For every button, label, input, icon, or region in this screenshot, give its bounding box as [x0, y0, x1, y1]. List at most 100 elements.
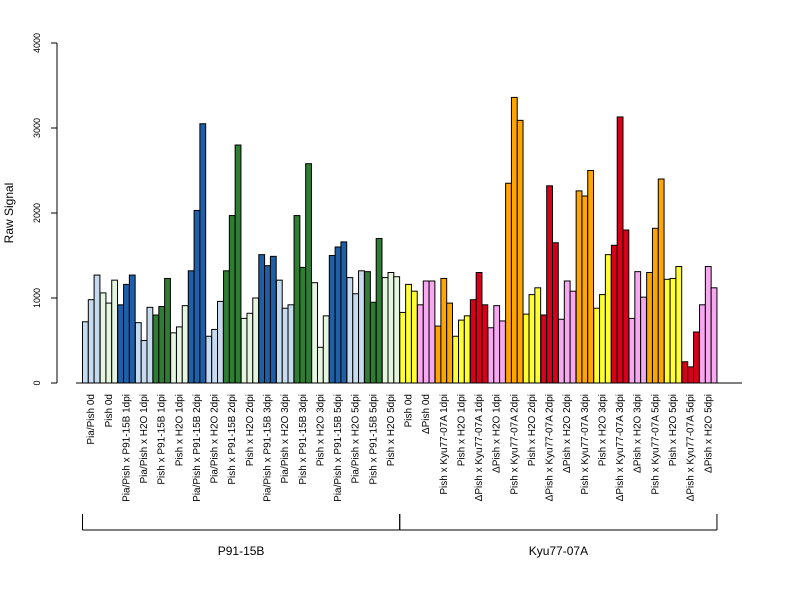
- bar: [634, 271, 642, 384]
- bar: [546, 185, 553, 384]
- bar: [410, 290, 418, 384]
- bar: [358, 270, 365, 384]
- bar: [128, 274, 136, 384]
- x-tick-label: Pish x P91-15B 1dpi: [157, 394, 168, 485]
- bar: [593, 307, 601, 384]
- bar: [681, 361, 689, 384]
- bar: [117, 304, 125, 384]
- bar: [146, 306, 154, 384]
- bar: [211, 328, 219, 384]
- x-tick-label: Pia/Pish x P91-15B 5dpi: [333, 394, 344, 502]
- bar: [710, 287, 718, 384]
- x-tick-label: Pish x Kyu77-07A 2dpi: [509, 394, 520, 495]
- x-tick-label: Pish x P91-15B 2dpi: [227, 394, 238, 485]
- bar: [416, 304, 424, 384]
- x-tick-label: Pish x Kyu77-07A 3dpi: [580, 394, 591, 495]
- x-tick-label: Pish x P91-15B 5dpi: [368, 394, 379, 485]
- bar: [105, 302, 113, 384]
- bar: [346, 277, 354, 384]
- group-brackets: P91-15B Kyu77-07A: [82, 514, 718, 558]
- bar: [405, 283, 412, 384]
- bar: [246, 312, 254, 384]
- bar: [458, 319, 465, 384]
- bar: [640, 296, 647, 384]
- bar: [387, 272, 395, 384]
- bar: [663, 278, 671, 384]
- bar: [275, 279, 283, 384]
- x-tick-label: ΔPish x H2O 3dpi: [633, 394, 644, 473]
- x-tick-label: Pish x H2O 2dpi: [527, 394, 538, 466]
- x-tick-label: Pish x Kyu77-07A 5dpi: [650, 394, 661, 495]
- bar: [575, 190, 583, 384]
- bar: [152, 314, 160, 384]
- bar: [534, 287, 542, 384]
- y-axis: 0 1000 2000 3000 4000: [32, 33, 58, 386]
- bar: [599, 294, 606, 384]
- bar: [558, 318, 565, 384]
- bar: [369, 301, 377, 384]
- x-tick-label: Pish 0d: [404, 394, 415, 427]
- bar: [628, 317, 636, 384]
- bar: [334, 246, 342, 384]
- bar: [164, 277, 171, 384]
- x-tick-label: Pish x H2O 5dpi: [386, 394, 397, 466]
- bar: [481, 304, 489, 384]
- bar: [475, 272, 483, 384]
- bar: [217, 300, 224, 384]
- bar: [440, 277, 448, 384]
- bar: [123, 283, 130, 384]
- bar: [205, 335, 213, 384]
- bars: [82, 96, 718, 384]
- bar: [287, 304, 295, 384]
- x-tick-label: ΔPish x H2O 5dpi: [703, 394, 714, 473]
- bar: [111, 279, 119, 384]
- bar: [452, 335, 460, 384]
- bar: [223, 270, 230, 384]
- x-tick-label: Pia/Pish 0d: [86, 394, 97, 445]
- x-tick-label: Pish 0d: [104, 394, 115, 427]
- bar: [340, 241, 348, 384]
- bar: [563, 280, 571, 384]
- bar: [258, 254, 266, 384]
- bar: [299, 266, 307, 384]
- bar: [281, 307, 289, 384]
- bar: [82, 321, 89, 384]
- x-tick-label: Pish x H2O 3dpi: [315, 394, 326, 466]
- bar: [316, 346, 324, 384]
- x-tick-label: Pish x H2O 1dpi: [174, 394, 185, 466]
- x-tick-label: Pish x P91-15B 3dpi: [298, 394, 309, 485]
- bar: [505, 182, 512, 384]
- x-tick-label: Pish x Kyu77-07A 1dpi: [439, 394, 450, 495]
- bar: [134, 322, 142, 384]
- y-tick-label: 3000: [32, 118, 42, 138]
- bar: [293, 215, 301, 384]
- bar: [252, 297, 260, 384]
- bar: [305, 163, 312, 384]
- x-tick-label: ΔPish x Kyu77-07A 5dpi: [686, 394, 697, 501]
- y-axis-label: Raw Signal: [2, 183, 16, 244]
- bar: [393, 276, 401, 384]
- bar: [675, 266, 683, 384]
- bar: [699, 304, 706, 384]
- bar: [657, 178, 665, 384]
- bar: [528, 294, 536, 384]
- y-tick-label: 2000: [32, 203, 42, 223]
- bar: [487, 327, 495, 384]
- bar: [493, 305, 501, 384]
- bar: [669, 277, 677, 384]
- bar: [193, 209, 201, 384]
- bar: [399, 311, 407, 384]
- x-tick-label: Pish x H2O 2dpi: [245, 394, 256, 466]
- bar: [158, 306, 166, 384]
- bar: [551, 242, 559, 384]
- x-tick-label: Pia/Pish x P91-15B 3dpi: [263, 394, 274, 502]
- bar: [469, 299, 477, 384]
- group-label: P91-15B: [218, 544, 265, 558]
- bar: [375, 238, 383, 384]
- bar: [87, 299, 95, 384]
- bar: [569, 290, 577, 384]
- x-tick-label: ΔPish x Kyu77-07A 3dpi: [615, 394, 626, 501]
- bar: [693, 331, 700, 384]
- x-tick-label: Pia/Pish x P91-15B 1dpi: [121, 394, 132, 502]
- bar: [516, 119, 524, 384]
